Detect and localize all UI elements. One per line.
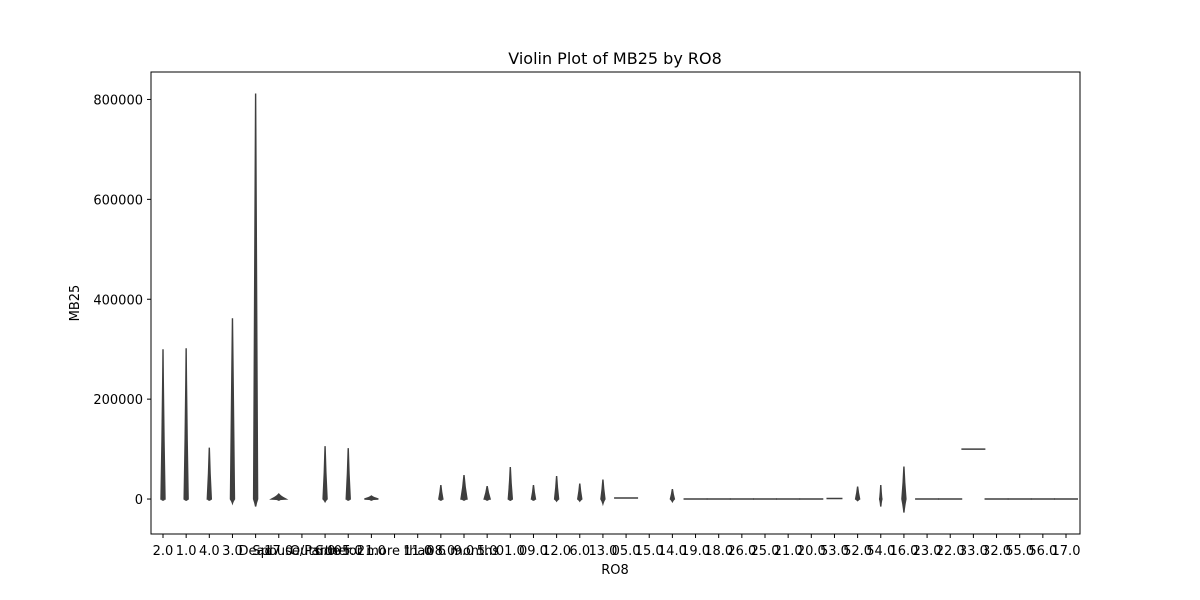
x-tick-label: 13.0 <box>588 544 617 559</box>
violin-median-9.0 <box>462 497 466 501</box>
violin-6.0 <box>322 446 328 504</box>
violin-median-2.0 <box>161 497 165 501</box>
x-tick-label: 9.0 <box>454 544 475 559</box>
x-tick-label: 15.0 <box>635 544 664 559</box>
violin-median-1.0 <box>184 497 188 501</box>
x-tick-label: 53.0 <box>820 544 849 559</box>
y-tick-label: 600000 <box>93 193 143 208</box>
violin-median-01.0 <box>508 497 513 501</box>
violin-Dead <box>252 93 259 507</box>
violin-median-09.0 <box>531 497 536 501</box>
x-tick-label: 32.0 <box>982 544 1011 559</box>
chart-title: Violin Plot of MB25 by RO8 <box>508 49 722 68</box>
violin-median-17.0 <box>276 497 281 501</box>
x-tick-label: 3.0 <box>222 544 243 559</box>
violin-median-12.0 <box>554 497 559 501</box>
x-tick-label: 33.0 <box>959 544 988 559</box>
violin-median-6.0 <box>323 497 327 501</box>
x-tick-label: 55.0 <box>1005 544 1034 559</box>
x-tick-label: 23.0 <box>913 544 942 559</box>
violin-9.0 <box>460 475 468 501</box>
violin-median-16.0 <box>902 497 906 501</box>
violin-median-21.0 <box>369 497 374 501</box>
y-tick-label: 200000 <box>93 393 143 408</box>
x-tick-label: Outside for more than 6 months <box>290 544 499 559</box>
x-tick-label: 21.0 <box>774 544 803 559</box>
x-tick-label: 21.0 <box>357 544 386 559</box>
violins-group <box>160 93 1078 513</box>
y-axis-label: MB25 <box>68 285 83 322</box>
violin-median-5.0 <box>485 497 489 501</box>
x-tick-label: 6.0 <box>569 544 590 559</box>
x-tick-label: 11.0 <box>403 544 432 559</box>
violin-13.0 <box>600 479 606 507</box>
y-axis-ticks: 0 200000 400000 600000 800000 <box>93 93 151 508</box>
x-tick-label: 54.0 <box>866 544 895 559</box>
violin-median-08.0 <box>439 497 443 501</box>
violin-median-Dead <box>253 497 258 501</box>
x-tick-label: Spouse/Partner <box>252 544 352 559</box>
x-tick-label: 5.0 <box>477 544 498 559</box>
violin-median-6.0 <box>577 497 582 501</box>
violin-median-54.0 <box>878 497 883 501</box>
x-tick-label: 18.0 <box>704 544 733 559</box>
violin-4.0 <box>206 447 213 500</box>
x-tick-label: 12.0 <box>542 544 571 559</box>
violin-16.0 <box>901 466 907 513</box>
x-tick-label: 56.0 <box>1028 544 1057 559</box>
x-tick-label: 2.0 <box>153 544 174 559</box>
x-tick-label: 26.0 <box>727 544 756 559</box>
x-tick-label: 52.0 <box>843 544 872 559</box>
violin-1.0 <box>183 348 189 501</box>
x-tick-label: 25.0 <box>751 544 780 559</box>
x-tick-label: Dead <box>238 544 272 559</box>
violin-54.0 <box>879 485 883 507</box>
x-tick-label: 20.0 <box>797 544 826 559</box>
x-tick-label: 6.0 <box>315 544 336 559</box>
violin-median-05.0 <box>346 497 351 501</box>
plot-frame <box>150 71 1081 535</box>
x-tick-label: 4.0 <box>199 544 220 559</box>
violin-12.0 <box>553 476 560 503</box>
x-tick-label: 22.0 <box>936 544 965 559</box>
x-tick-label: 01.0 <box>496 544 525 559</box>
x-axis-label: RO8 <box>601 563 629 578</box>
violin-median-52.0 <box>855 497 860 501</box>
y-tick-label: 0 <box>135 493 143 508</box>
x-tick-label: 05.0 <box>334 544 363 559</box>
violin-2.0 <box>160 349 166 500</box>
x-tick-label: 17.0 <box>1052 544 1081 559</box>
violin-median-3.0 <box>230 497 235 501</box>
x-tick-label: 09.0 <box>519 544 548 559</box>
y-tick-label: 400000 <box>93 293 143 308</box>
violin-6.0 <box>577 483 583 503</box>
x-axis-ticks: 2.0 1.0 4.0 3.0Dead17.0Spouse/Partner6.005.… <box>153 534 1081 559</box>
x-tick-label: 19.0 <box>681 544 710 559</box>
x-tick-label: 16.0 <box>889 544 918 559</box>
violin-median-14.0 <box>670 497 675 501</box>
violin-3.0 <box>229 318 236 506</box>
violin-05.0 <box>345 448 351 501</box>
x-tick-label: 05.0 <box>612 544 641 559</box>
violin-01.0 <box>507 467 514 501</box>
x-tick-label: 1.0 <box>176 544 197 559</box>
x-tick-label: 08.0 <box>426 544 455 559</box>
x-tick-label: 14.0 <box>658 544 687 559</box>
x-tick-label: 17.0 <box>264 544 293 559</box>
violin-median-4.0 <box>207 497 212 501</box>
y-tick-label: 800000 <box>93 93 143 108</box>
violin-median-13.0 <box>601 497 605 501</box>
